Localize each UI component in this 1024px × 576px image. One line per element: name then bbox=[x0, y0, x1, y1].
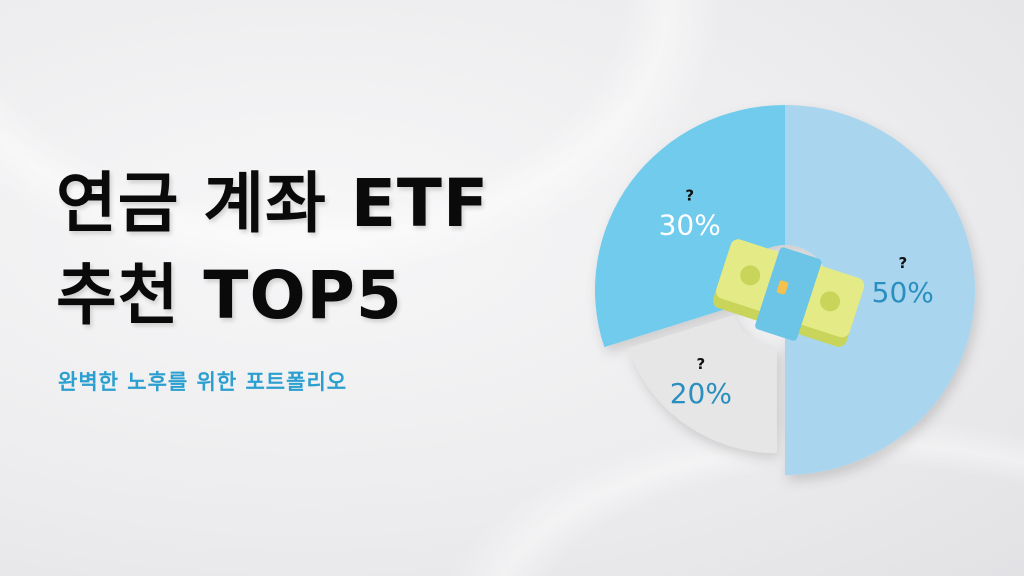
slice-value-label: 20% bbox=[670, 377, 732, 410]
slice-value-label: 50% bbox=[872, 276, 934, 309]
slice-label: ? bbox=[685, 187, 694, 205]
page-title: 연금 계좌 ETF 추천 TOP5 bbox=[56, 158, 489, 342]
pie-chart: ? 50%? 20%? 30% bbox=[595, 105, 975, 475]
slice-value-label: 30% bbox=[659, 209, 721, 242]
subtitle: 완벽한 노후를 위한 포트폴리오 bbox=[58, 370, 348, 394]
pie-slice bbox=[628, 315, 777, 454]
pie-slice bbox=[785, 105, 975, 475]
slice-label: ? bbox=[898, 254, 907, 272]
slice-label: ? bbox=[696, 355, 705, 373]
title-line-1: 연금 계좌 ETF bbox=[56, 165, 490, 242]
money-stack-icon bbox=[713, 239, 865, 347]
title-line-2: 추천 TOP5 bbox=[56, 257, 403, 334]
